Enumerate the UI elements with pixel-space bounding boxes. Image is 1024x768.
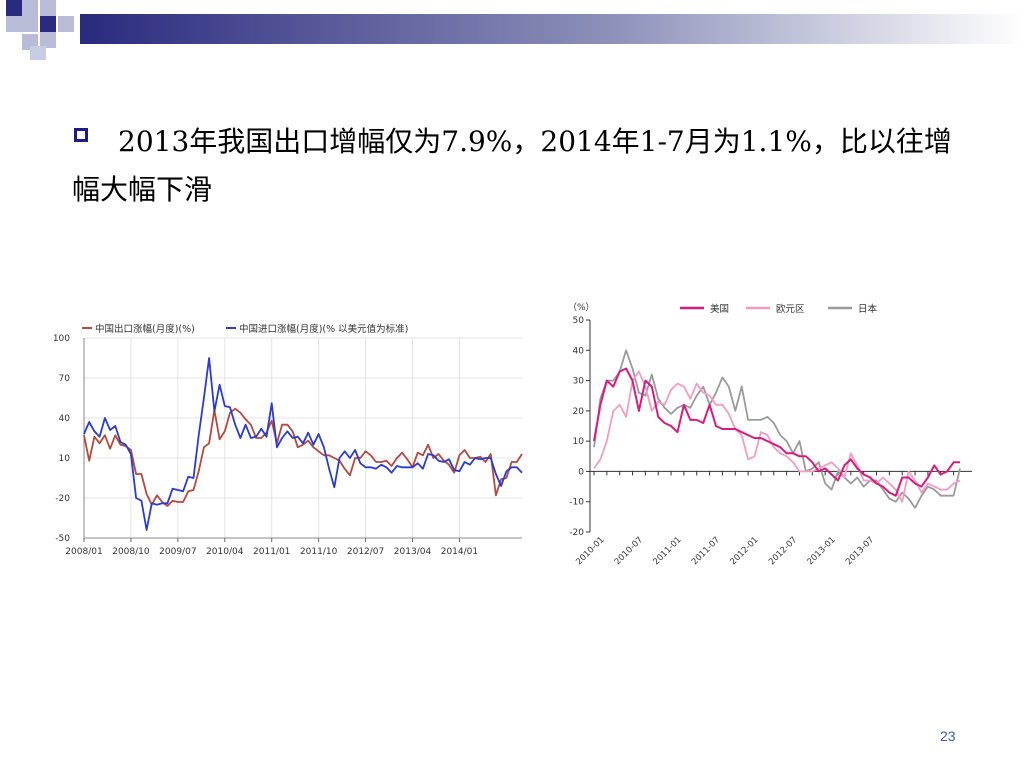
y-tick-label: 10: [59, 454, 71, 464]
y-tick-label: 20: [573, 407, 585, 417]
x-tick-label: 2008/10: [112, 547, 150, 557]
y-tick-label: -20: [55, 494, 70, 504]
x-tick-label: 2012-07: [767, 535, 799, 567]
legend-label: 中国出口涨幅(月度)(%): [95, 323, 195, 335]
y-tick-label: 50: [573, 316, 585, 326]
y-tick-label: 100: [53, 334, 70, 344]
x-tick-label: 2008/01: [65, 547, 102, 557]
series-line-eurozone: [593, 370, 961, 503]
series-line-usa: [593, 367, 960, 497]
header-decoration: [6, 0, 1024, 60]
x-tick-label: 2013-01: [806, 535, 838, 567]
legend-label: 美国: [710, 303, 729, 315]
series-line-export: [83, 407, 523, 507]
x-tick-label: 2012/07: [347, 547, 384, 557]
x-tick-label: 2013/04: [394, 547, 432, 557]
chart-background: [40, 318, 530, 568]
y-tick-label: 40: [59, 414, 71, 424]
legend-label: 欧元区: [776, 303, 805, 315]
legend-label: 日本: [858, 303, 878, 315]
china-trade-chart: 100 70 40 10 -20 -50 2008/01 2008/10 2009/07 2010…: [40, 318, 530, 568]
x-tick-label: 2010-01: [574, 535, 606, 567]
y-tick-label: -50: [55, 534, 70, 544]
page-number: 23: [940, 728, 956, 744]
slide-title: 2013年我国出口增幅仅为7.9%，2014年1-7月为1.1%，比以往增幅大幅…: [72, 125, 952, 206]
x-tick-label: 2009/07: [159, 547, 196, 557]
y-unit-label: （%）: [568, 302, 595, 313]
x-tick-label: 2011/10: [300, 547, 338, 557]
y-tick-label: 10: [573, 437, 585, 447]
y-tick-label: 70: [59, 374, 71, 384]
x-tick-label: 2012-01: [728, 535, 760, 567]
x-tick-label: 2011/01: [253, 547, 290, 557]
series-line-import: [83, 357, 523, 531]
y-tick-label: 40: [573, 346, 585, 356]
x-tick-label: 2014/01: [441, 547, 478, 557]
y-tick-label: -20: [569, 528, 584, 538]
x-tick-label: 2013-07: [844, 535, 876, 567]
x-tick-label: 2011-07: [690, 535, 722, 567]
legend-label: 中国进口涨幅(月度)(% 以美元值为标准): [239, 323, 408, 335]
x-tick-label: 2010/04: [206, 547, 244, 557]
bullet-icon: [74, 128, 88, 142]
x-tick-label: 2010-07: [613, 535, 645, 567]
y-tick-label: 0: [578, 467, 584, 477]
y-tick-label: -10: [569, 498, 584, 508]
y-tick-label: 30: [573, 377, 585, 387]
x-tick-label: 2011-01: [651, 535, 683, 567]
